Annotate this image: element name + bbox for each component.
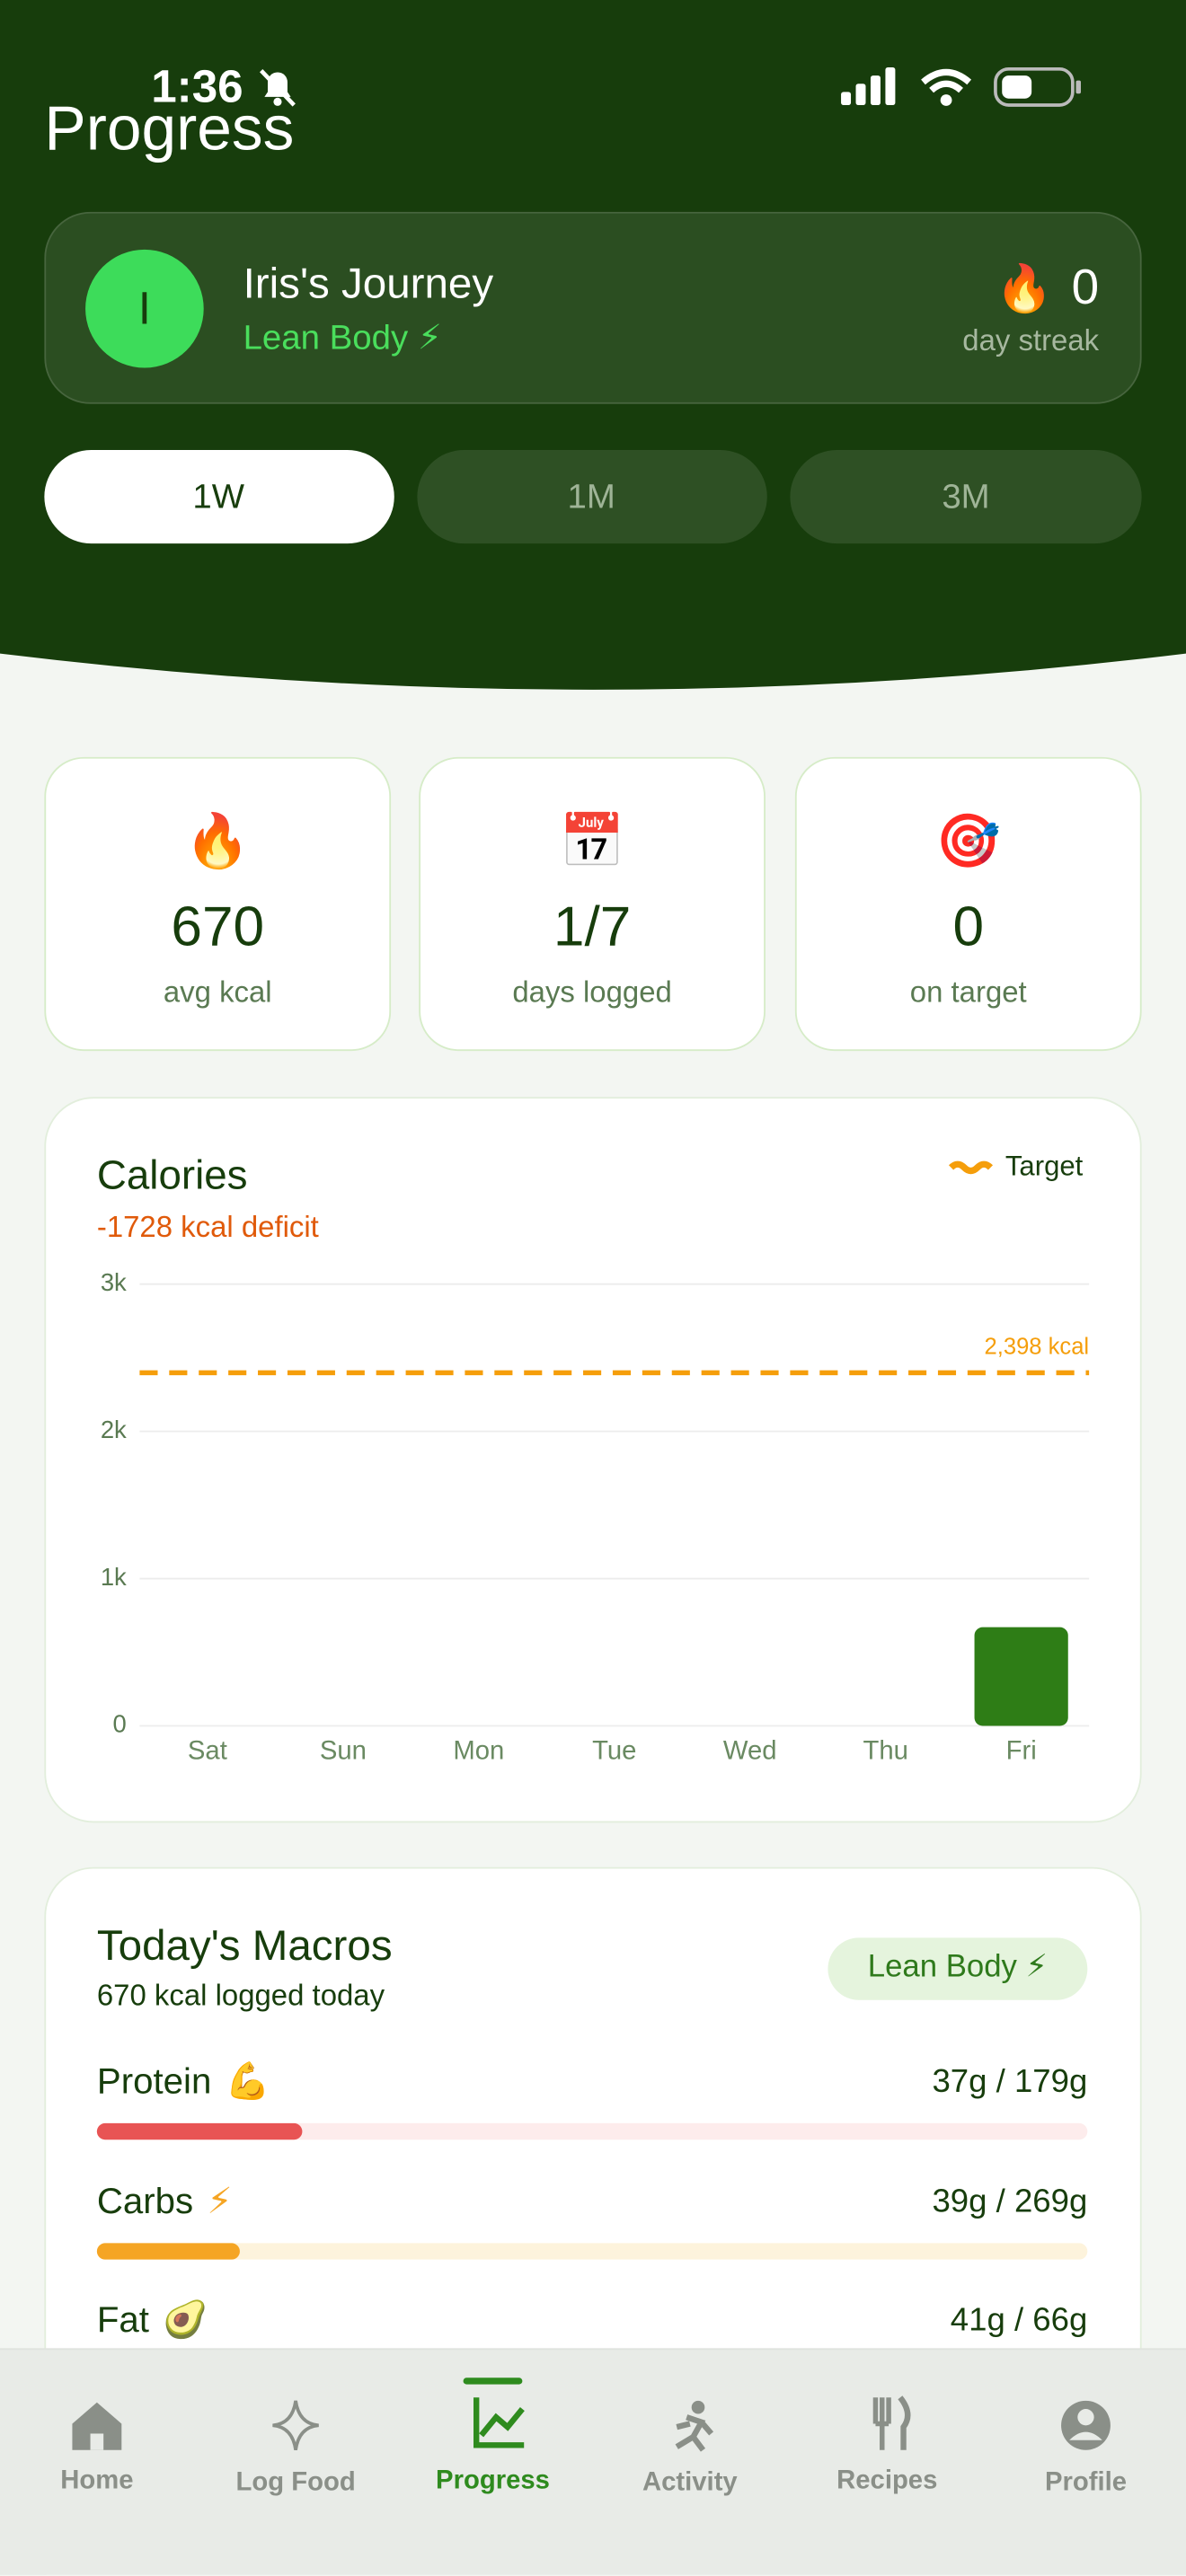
card-title: Calories: [96, 1152, 248, 1199]
macro-bar: [96, 2122, 302, 2140]
range-tab[interactable]: 3M: [942, 478, 990, 516]
streak-count: 0: [1071, 260, 1100, 316]
bar: [974, 1627, 1068, 1726]
tab-bg[interactable]: [790, 449, 1142, 544]
macro-track: [96, 2242, 1088, 2259]
stat-card: [794, 756, 1142, 1052]
status-icons: [841, 66, 1081, 107]
macro-amount: 41g / 66g: [950, 2302, 1088, 2339]
nav-indicator: [463, 2378, 523, 2385]
nav-item[interactable]: Log Food: [235, 2468, 356, 2497]
calories-chart: 0 1k 2k 3k Sat Sun Mon Tue Wed Thu Fri 2,398 kcal: [101, 1160, 1090, 1765]
macro-track: [96, 2122, 1088, 2140]
card-subtitle: 670 kcal logged today: [96, 1979, 385, 2012]
x-tick-label: Wed: [723, 1736, 777, 1765]
stat-card: [44, 756, 392, 1052]
target-label: 2,398 kcal: [985, 1335, 1090, 1360]
nav-item[interactable]: Profile: [1044, 2468, 1127, 2497]
x-tick-label: Mon: [453, 1736, 504, 1765]
macro-name: Carbs: [96, 2179, 194, 2221]
profile-card: [44, 211, 1142, 404]
range-tab[interactable]: 1W: [192, 478, 244, 516]
macro-icon: 💪: [225, 2060, 270, 2102]
profile-name: Iris's Journey: [243, 258, 494, 308]
macro-name: Protein: [96, 2060, 212, 2102]
nav-icons: [72, 2395, 1111, 2452]
nav-item[interactable]: Activity: [642, 2468, 738, 2497]
stat-value: 0: [952, 895, 985, 958]
stat-value: 1/7: [553, 895, 632, 958]
stat-icon: 🎯: [935, 810, 1002, 870]
macro-amount: 39g / 269g: [932, 2183, 1088, 2219]
macro-amount: 37g / 179g: [932, 2064, 1088, 2101]
x-tick-label: Thu: [863, 1736, 907, 1765]
goal-badge: Lean Body ⚡: [867, 1950, 1048, 1985]
tab-bg[interactable]: [44, 449, 394, 544]
avatar-initial: I: [137, 282, 151, 334]
macro-icon: 🥑: [162, 2298, 208, 2340]
macro-icon: ⚡: [207, 2179, 233, 2221]
range-tab[interactable]: 1M: [567, 478, 615, 516]
stat-icon: 📅: [559, 810, 625, 870]
card-title: Today's Macros: [96, 1919, 393, 1970]
tab-bar: [0, 2348, 1186, 2575]
stat-icon: 🔥: [184, 810, 251, 870]
stat-value: 670: [171, 895, 265, 958]
stat-label: avg kcal: [163, 975, 272, 1009]
profile-goal: Lean Body ⚡: [243, 319, 442, 357]
macro-name: Fat: [96, 2298, 149, 2340]
status-time: 1:36: [151, 61, 243, 112]
x-tick-label: Tue: [592, 1736, 636, 1765]
tab-bg[interactable]: [417, 449, 767, 544]
legend-label: Target: [1005, 1151, 1084, 1182]
nav-item[interactable]: Progress: [436, 2466, 550, 2495]
streak-icon: 🔥: [996, 262, 1053, 314]
stat-card: [419, 756, 766, 1052]
macro-bar: [96, 2242, 241, 2259]
nav-item[interactable]: Recipes: [836, 2466, 938, 2495]
nav-item[interactable]: Home: [60, 2466, 134, 2495]
streak-label: day streak: [962, 323, 1100, 357]
page-title: Progress: [44, 95, 295, 165]
calories-card: [44, 1097, 1142, 1823]
legend-swatch: [948, 1160, 994, 1175]
x-tick-label: Fri: [1006, 1736, 1037, 1765]
y-tick-label: 0: [113, 1710, 127, 1738]
y-tick-label: 3k: [101, 1268, 127, 1296]
avatar: [85, 249, 204, 368]
badge-bg: [828, 1937, 1088, 2000]
stat-label: on target: [909, 975, 1027, 1009]
x-tick-label: Sat: [188, 1736, 227, 1765]
stat-label: days logged: [512, 975, 672, 1009]
x-tick-label: Sun: [320, 1736, 367, 1765]
deficit-label: -1728 kcal deficit: [96, 1210, 319, 1244]
y-tick-label: 2k: [101, 1416, 127, 1443]
silent-icon: [260, 69, 296, 107]
y-tick-label: 1k: [101, 1563, 127, 1591]
